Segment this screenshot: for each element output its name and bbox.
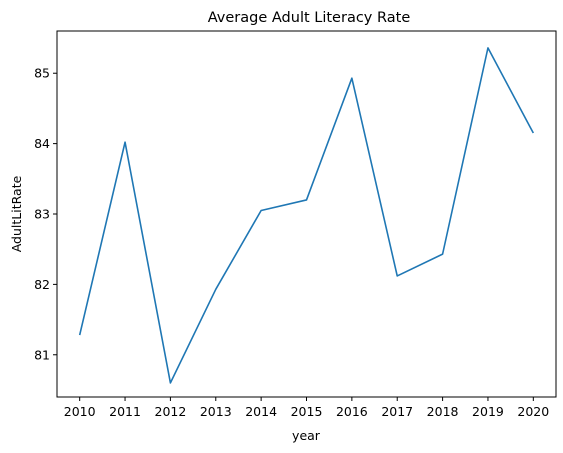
x-tick-label: 2019 [472,404,504,419]
y-axis: 81 82 83 84 85 [34,66,57,362]
x-tick-label: 2016 [336,404,368,419]
chart-title: Average Adult Literacy Rate [208,10,411,26]
x-tick-label: 2010 [64,404,96,419]
x-tick-label: 2018 [427,404,459,419]
x-tick-label: 2012 [155,404,187,419]
x-tick-label: 2020 [517,404,549,419]
x-tick-label: 2015 [291,404,323,419]
y-axis-label: AdultLitRate [9,175,24,252]
series-line [78,47,535,384]
y-tick-label: 85 [34,66,50,81]
series-layer [78,47,535,384]
plot-area [56,30,557,398]
x-axis-label: year [292,428,321,443]
x-axis: 2010 2011 2012 2013 2014 2015 2016 2017 2018 2019… [64,397,549,419]
y-tick-label: 84 [34,136,50,151]
y-tick-label: 83 [34,207,50,222]
x-tick-label: 2013 [200,404,232,419]
x-tick-label: 2014 [245,404,277,419]
y-tick-label: 81 [34,347,50,362]
y-tick-label: 82 [34,277,50,292]
x-tick-label: 2011 [109,404,141,419]
x-tick-label: 2017 [381,404,413,419]
